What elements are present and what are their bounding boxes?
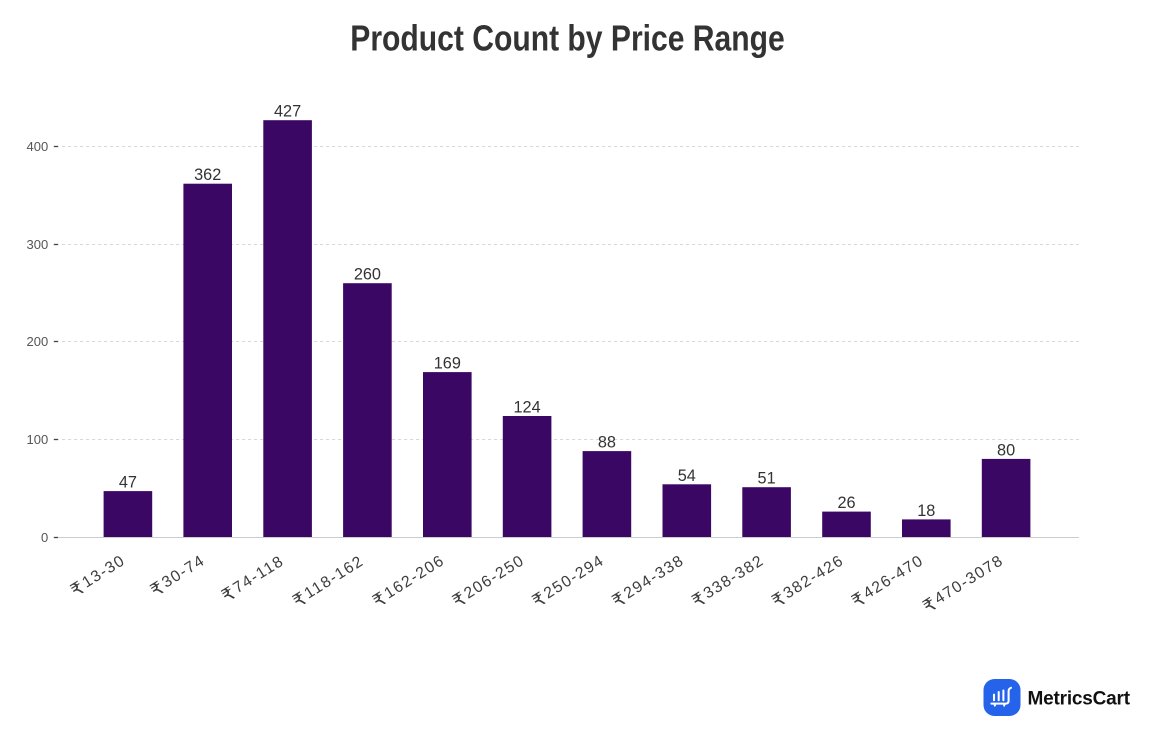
svg-text:362: 362 <box>194 166 221 184</box>
svg-text:18: 18 <box>917 502 935 520</box>
svg-text:260: 260 <box>354 266 381 284</box>
svg-text:MetricsCart: MetricsCart <box>1028 688 1131 709</box>
svg-text:124: 124 <box>514 399 541 417</box>
svg-text:400: 400 <box>26 139 48 154</box>
svg-text:200: 200 <box>26 334 48 349</box>
svg-text:54: 54 <box>678 467 696 485</box>
svg-text:169: 169 <box>434 355 461 373</box>
svg-text:47: 47 <box>119 474 137 492</box>
svg-text:88: 88 <box>598 434 616 452</box>
svg-text:100: 100 <box>26 432 48 447</box>
svg-text:427: 427 <box>274 103 301 121</box>
svg-text:Product Count by Price Range: Product Count by Price Range <box>350 19 784 59</box>
svg-text:80: 80 <box>997 441 1015 459</box>
svg-text:51: 51 <box>758 470 776 488</box>
svg-text:26: 26 <box>837 494 855 512</box>
svg-text:300: 300 <box>26 237 48 252</box>
svg-text:0: 0 <box>41 530 48 545</box>
